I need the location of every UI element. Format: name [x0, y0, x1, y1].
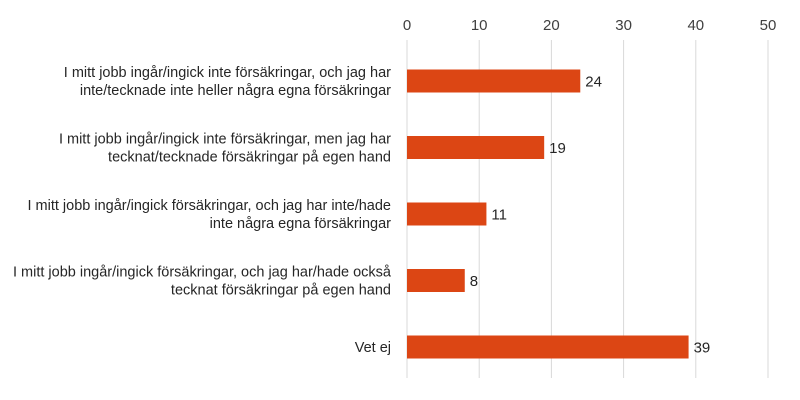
- x-tick-label: 10: [471, 17, 488, 34]
- bar: [407, 335, 689, 359]
- bar-value-label: 19: [549, 140, 566, 157]
- category-label-line: I mitt jobb ingår/ingick försäkringar, o…: [13, 265, 392, 281]
- bar: [407, 202, 487, 226]
- bar: [407, 136, 545, 159]
- bar-value-label: 39: [694, 340, 711, 357]
- category-labels: I mitt jobb ingår/ingick inte försäkring…: [13, 65, 392, 356]
- bar-value-label: 11: [491, 207, 507, 224]
- category-label: Vet ej: [355, 340, 391, 356]
- category-label: I mitt jobb ingår/ingick försäkringar, o…: [27, 198, 391, 232]
- bars: [407, 69, 689, 359]
- category-label-line: Vet ej: [355, 340, 391, 356]
- x-axis-ticks: 0 10 20 30 40 50: [403, 17, 777, 34]
- category-label-line: tecknat/tecknade försäkringar på egen ha…: [108, 150, 391, 166]
- category-label: I mitt jobb ingår/ingick inte försäkring…: [59, 132, 391, 166]
- category-label-line: I mitt jobb ingår/ingick försäkringar, o…: [27, 198, 391, 214]
- x-tick-label: 40: [687, 17, 704, 34]
- x-tick-label: 0: [403, 17, 411, 34]
- bar: [407, 269, 465, 292]
- category-label-line: tecknat försäkringar på egen hand: [171, 283, 391, 299]
- x-tick-label: 20: [543, 17, 560, 34]
- bar-value-label: 8: [470, 273, 478, 290]
- category-label-line: I mitt jobb ingår/ingick inte försäkring…: [64, 65, 391, 81]
- data-labels: 24 19 11 8 39: [470, 74, 711, 357]
- category-label-line: inte/tecknade inte heller några egna för…: [80, 83, 391, 99]
- category-label: I mitt jobb ingår/ingick inte försäkring…: [64, 65, 391, 99]
- bar: [407, 69, 581, 93]
- category-label-line: inte några egna försäkringar: [210, 216, 392, 232]
- x-tick-label: 30: [615, 17, 632, 34]
- bar-value-label: 24: [585, 74, 602, 91]
- x-tick-label: 50: [760, 17, 777, 34]
- category-label: I mitt jobb ingår/ingick försäkringar, o…: [13, 265, 392, 299]
- gridlines: [406, 40, 769, 378]
- category-label-line: I mitt jobb ingår/ingick inte försäkring…: [59, 132, 391, 148]
